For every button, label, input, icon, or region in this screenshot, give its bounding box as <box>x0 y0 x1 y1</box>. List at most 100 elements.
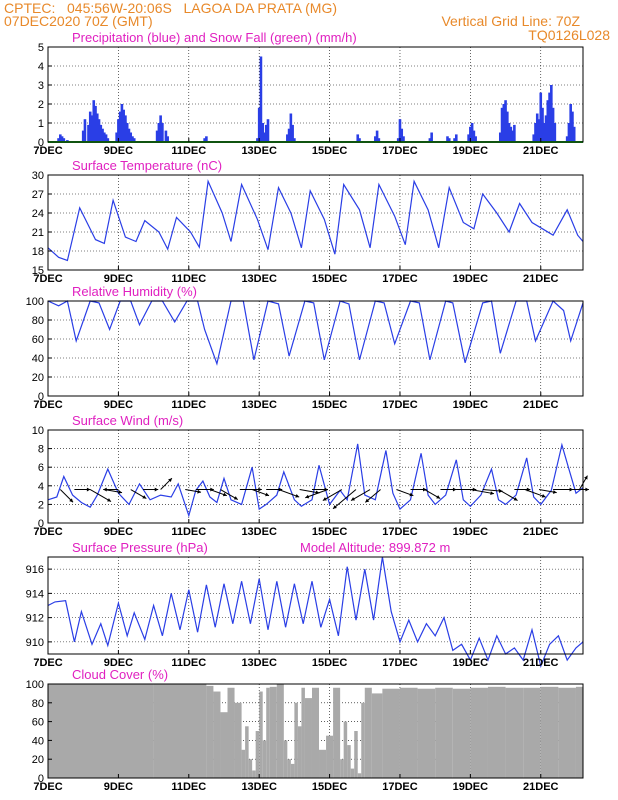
x-tick-label: 21DEC <box>523 657 559 669</box>
precip-bar <box>541 107 544 142</box>
precip-bar <box>90 115 94 142</box>
precip-bar <box>375 130 379 142</box>
precip-bar <box>500 107 504 142</box>
precip-bar <box>131 136 134 142</box>
precip-bar <box>125 123 129 142</box>
y-tick-label: 0 <box>38 518 44 530</box>
wind-arrow-shaft <box>498 489 518 501</box>
precip-bar <box>60 136 64 142</box>
precip-bar <box>565 136 569 142</box>
precip-bar <box>551 107 555 142</box>
precip-bar <box>502 104 506 142</box>
cloud-bar <box>487 686 506 778</box>
precip-bar <box>532 134 536 142</box>
precip-bar <box>513 124 516 142</box>
x-tick-label: 13DEC <box>241 657 277 669</box>
x-tick-label: 19DEC <box>453 657 489 669</box>
y-tick-label: 6 <box>38 462 44 474</box>
y-tick-label: 4 <box>38 61 44 73</box>
precip-bar <box>537 119 541 142</box>
precip-bar <box>103 132 106 142</box>
precip-bar <box>59 134 62 142</box>
wind-arrow-head <box>258 487 262 492</box>
cloud-bar <box>269 686 277 778</box>
y-tick-label: 8 <box>38 444 44 456</box>
x-tick-label: 11DEC <box>171 781 206 793</box>
cloud-bar <box>248 759 253 778</box>
precip-bar <box>430 132 433 142</box>
y-tick-label: 2 <box>38 499 44 511</box>
precip-bar <box>504 100 507 142</box>
cloud-bar <box>333 687 341 778</box>
precip-bar <box>127 128 131 142</box>
cloud-bar <box>558 687 576 778</box>
series-line <box>47 299 584 366</box>
wind-arrow-head <box>409 492 414 497</box>
panel-title: Surface Wind (m/s) <box>72 413 183 428</box>
y-tick-label: 24 <box>32 208 44 220</box>
precip-bar <box>117 119 120 142</box>
wind-arrow-head <box>541 494 546 498</box>
precip-bar <box>377 138 381 142</box>
x-tick-label: 19DEC <box>453 273 489 285</box>
header-grid-note: Vertical Grid Line: 70Z <box>441 13 580 29</box>
cloud-bar <box>48 684 154 778</box>
y-tick-label: 910 <box>26 637 44 649</box>
cloud-bar <box>220 712 228 778</box>
panel-title: Relative Humidity (%) <box>72 284 197 299</box>
precip-bar <box>396 138 400 142</box>
precip-bar <box>83 119 87 142</box>
precip-bar <box>553 123 557 142</box>
precip-bar <box>164 130 168 142</box>
x-tick-label: 19DEC <box>453 399 489 411</box>
precip-bar <box>454 134 458 142</box>
precip-bar <box>569 104 572 142</box>
panel-frame <box>47 174 584 271</box>
wind-arrow-head <box>436 495 441 499</box>
y-tick-label: 5 <box>38 42 44 54</box>
y-tick-label: 60 <box>32 717 44 729</box>
cloud-bar <box>350 768 355 778</box>
panel-frame <box>47 300 584 397</box>
precip-bar <box>92 100 96 142</box>
wind-arrow-shaft <box>278 489 300 498</box>
cloud-bar <box>245 726 249 778</box>
x-tick-label: 9DEC <box>104 399 133 411</box>
precip-bar <box>264 124 268 142</box>
panel-6: 0 20 40 60 80 100 7DEC 9DEC 11DEC 13DEC 15DEC 17DEC… <box>26 667 584 793</box>
cloud-bar <box>340 759 344 778</box>
series-line <box>47 179 584 262</box>
y-tick-label: 0 <box>38 391 44 403</box>
precip-bar <box>398 119 402 142</box>
cloud-bar <box>435 687 453 778</box>
wind-arrow-shaft <box>470 489 495 495</box>
cloud-bar <box>259 691 263 778</box>
precip-bar <box>205 136 208 142</box>
wind-arrow-head <box>351 497 356 501</box>
cloud-bar <box>252 770 256 778</box>
precip-bar <box>95 113 99 142</box>
x-tick-label: 21DEC <box>523 781 559 793</box>
wind-arrow-head <box>103 487 107 492</box>
precip-bar <box>356 134 360 142</box>
wind-arrow-head <box>168 478 172 483</box>
x-tick-label: 15DEC <box>312 781 348 793</box>
precip-bar <box>535 113 539 142</box>
panel-frame <box>47 556 584 655</box>
y-tick-label: 914 <box>26 588 44 600</box>
precip-bar <box>101 128 104 142</box>
cloud-bar <box>575 686 583 778</box>
x-tick-label: 17DEC <box>382 781 418 793</box>
wind-arrow-head <box>107 498 112 502</box>
wind-arrow-head <box>584 475 588 480</box>
y-tick-label: 10 <box>32 425 44 437</box>
precip-bar <box>428 138 432 142</box>
y-tick-label: 20 <box>32 372 44 384</box>
precip-bar <box>358 138 361 142</box>
wind-arrow-head <box>233 496 238 500</box>
wind-arrow-shaft <box>322 489 343 501</box>
x-tick-label: 19DEC <box>453 526 489 538</box>
precip-bar <box>470 123 474 142</box>
x-tick-label: 17DEC <box>382 145 418 157</box>
